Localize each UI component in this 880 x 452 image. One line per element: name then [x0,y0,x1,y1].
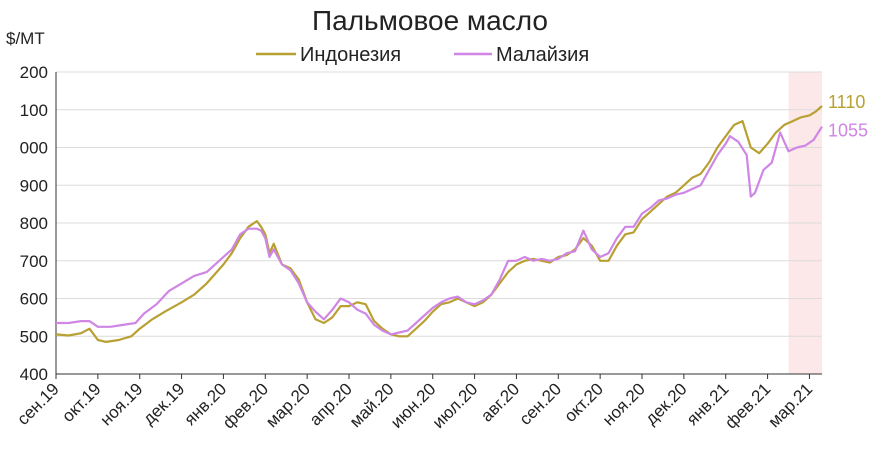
legend-label-1: Индонезия [300,44,401,66]
y-tick-label: 600 [20,290,48,309]
y-tick-label: 500 [20,327,48,346]
series-line-2 [56,126,823,336]
x-tick-label: окт.19 [58,379,104,425]
x-tick-label: окт.20 [561,379,607,425]
x-tick-label: фев.20 [219,379,272,432]
x-tick-label: июл.20 [429,379,482,432]
y-tick-label: 400 [20,365,48,384]
y-tick-label: 200 [20,63,48,82]
x-tick-label: ноя.20 [599,379,649,429]
x-tick-label: сен.20 [516,379,565,428]
x-tick-label: дек.19 [139,379,188,428]
series-line-1 [55,105,823,343]
chart-title: Пальмовое масло [312,5,548,36]
x-tick-label: июн.20 [387,379,440,432]
y-axis-unit-label: $/MT [6,29,45,48]
legend-label-2: Малайзия [496,44,589,66]
x-tick-label: авг.20 [477,379,523,425]
x-tick-label: фев.21 [721,379,774,432]
series-end-label-1: 1110 [828,92,865,112]
y-tick-label: 800 [20,214,48,233]
x-tick-label: май.20 [346,379,398,431]
y-tick-label: 900 [20,176,48,195]
x-tick-label: сен.19 [13,379,62,428]
y-tick-label: 000 [20,139,48,158]
x-tick-label: мар.21 [764,379,816,431]
x-tick-label: апр.20 [306,379,356,429]
series-end-label-2: 1055 [828,121,868,141]
x-tick-label: мар.20 [262,379,314,431]
x-tick-label: ноя.19 [97,379,147,429]
y-tick-label: 100 [20,101,48,120]
x-tick-label: дек.20 [642,379,691,428]
y-tick-label: 700 [20,252,48,271]
